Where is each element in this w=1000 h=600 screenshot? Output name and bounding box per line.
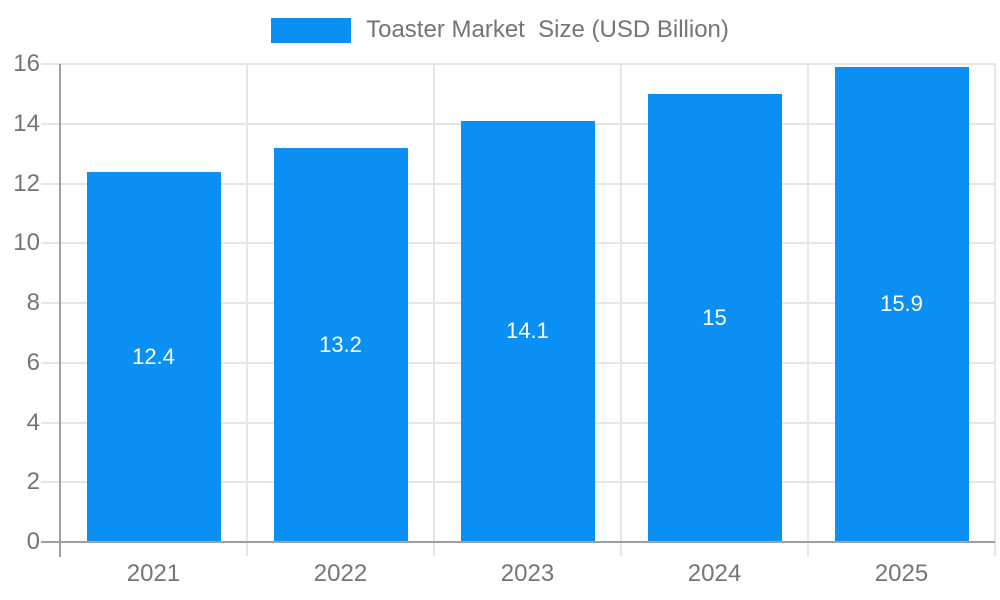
y-axis-line [59,64,61,557]
x-axis-tick [994,542,996,556]
gridline-horizontal [60,63,995,65]
gridline-vertical [433,64,435,542]
y-axis-tick-label: 14 [13,109,40,137]
bar-2023 [460,120,595,542]
y-axis-tick-label: 6 [26,348,40,376]
y-axis-tick-label: 2 [26,468,40,496]
x-axis-tick-label: 2024 [687,560,742,587]
x-axis-tick-label: 2023 [500,560,555,587]
y-axis-tick [41,63,60,65]
y-axis-tick-label: 4 [26,408,40,436]
bar-2022 [273,147,408,542]
y-axis-tick-label: 8 [26,289,40,316]
legend-swatch-icon [271,17,352,43]
y-axis-tick [41,302,60,304]
gridline-vertical [994,64,996,542]
chart-legend: Toaster Market Size (USD Billion) [0,17,1000,43]
y-axis-tick [41,481,60,484]
bar-2024 [647,93,782,542]
x-axis-tick [246,542,248,556]
y-axis-tick-label: 16 [13,50,40,77]
x-axis-tick-label: 2021 [126,560,181,587]
bar-2021 [86,171,221,542]
x-axis-tick-label: 2022 [313,560,368,587]
bar-value-label: 13.2 [319,331,362,357]
y-axis-tick-label: 0 [26,528,40,555]
y-axis-tick [41,421,60,424]
y-axis-tick [41,182,60,185]
bar-2025 [834,66,969,542]
x-axis-tick [807,542,809,556]
bar-value-label: 15.9 [880,291,923,317]
y-axis-tick [41,242,60,245]
y-axis-tick [41,122,60,125]
y-axis-tick [41,361,60,364]
gridline-vertical [246,64,248,542]
bar-value-label: 15 [702,304,727,330]
bar-value-label: 12.4 [132,343,175,369]
y-axis-tick-label: 10 [13,229,40,257]
x-axis-tick-label: 2025 [874,560,929,587]
x-axis-tick [620,542,622,556]
y-axis-tick-label: 12 [13,169,40,197]
legend-label: Toaster Market Size (USD Billion) [366,16,729,43]
bar-value-label: 14.1 [506,318,549,344]
gridline-vertical [620,64,622,542]
gridline-vertical [807,64,809,542]
x-axis-line [41,541,995,543]
x-axis-tick [433,542,435,556]
